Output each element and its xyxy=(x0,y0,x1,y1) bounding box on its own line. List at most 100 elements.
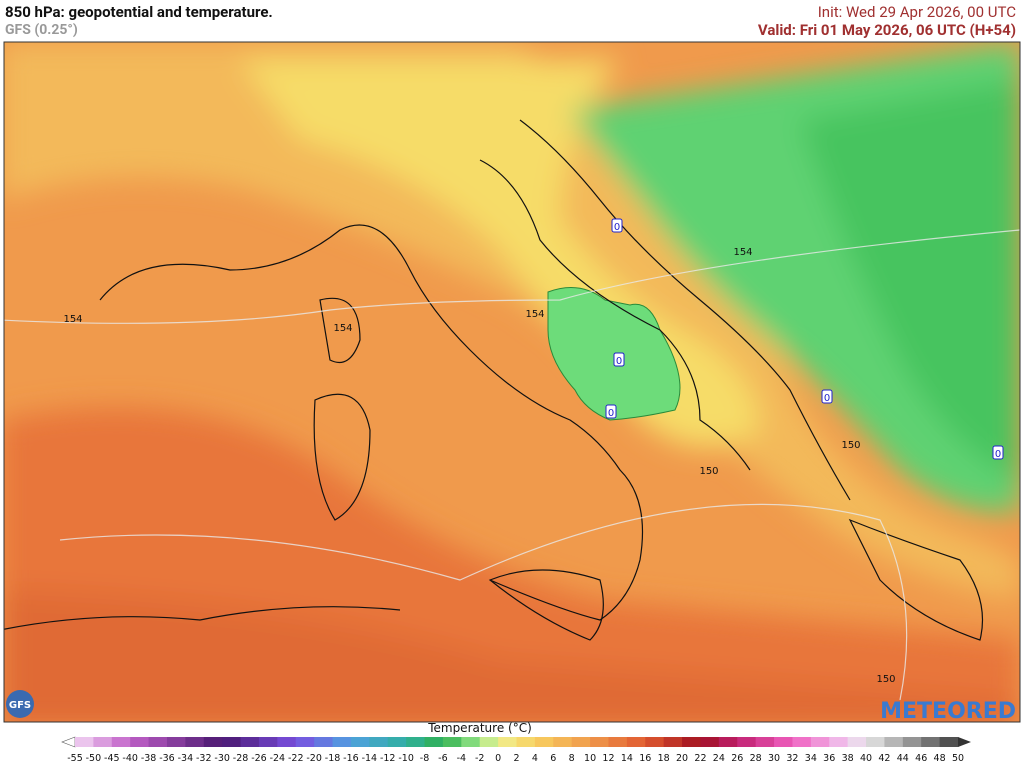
colorbar-cell xyxy=(93,737,113,747)
contour-label: 150 xyxy=(841,440,860,451)
colorbar-cell xyxy=(442,737,462,747)
legend-tick-label: -45 xyxy=(104,753,120,764)
colorbar-cell xyxy=(700,737,720,747)
legend-tick-label: 12 xyxy=(602,753,614,764)
contour-label: 150 xyxy=(876,674,895,685)
colorbar-cell xyxy=(866,737,885,747)
colorbar-cell xyxy=(608,737,628,747)
colorbar-cell xyxy=(148,737,168,747)
contour-label: 154 xyxy=(733,247,752,258)
legend-tick-label: -2 xyxy=(475,753,484,764)
colorbar-cell xyxy=(902,737,922,747)
colorbar-cell xyxy=(921,737,941,747)
legend-tick-label: 14 xyxy=(621,753,633,764)
contour-label: 154 xyxy=(333,323,352,334)
legend-tick-label: 42 xyxy=(878,753,890,764)
contour-label: 0 xyxy=(824,393,830,404)
legend-tick-label: 18 xyxy=(658,753,670,764)
colorbar-cell xyxy=(166,737,186,747)
colorbar-cell xyxy=(387,737,407,747)
colorbar-cell xyxy=(755,737,775,747)
legend-tick-label: -4 xyxy=(457,753,466,764)
legend-tick-label: 0 xyxy=(495,753,501,764)
colorbar-cell xyxy=(203,737,223,747)
legend-title: Temperature (°C) xyxy=(427,721,532,735)
legend-tick-label: -55 xyxy=(67,753,83,764)
colorbar-cell xyxy=(737,737,757,747)
legend-tick-label: 34 xyxy=(805,753,817,764)
colorbar-cell xyxy=(222,737,242,747)
logo-text: GFS xyxy=(9,700,31,711)
colorbar-cell xyxy=(295,737,315,747)
colorbar-cell xyxy=(240,737,260,747)
contour-label: 0 xyxy=(614,222,620,233)
colorbar-cell xyxy=(626,737,646,747)
colorbar-cell xyxy=(111,737,131,747)
contour-label: 0 xyxy=(995,449,1001,460)
colorbar-cell xyxy=(829,737,849,747)
colorbar-cell xyxy=(185,737,205,747)
legend-tick-label: -20 xyxy=(306,753,322,764)
colorbar-cell xyxy=(369,737,389,747)
colorbar-cell xyxy=(553,737,573,747)
legend-tick-label: 28 xyxy=(750,753,762,764)
colorbar-cell xyxy=(774,737,793,747)
legend-tick-label: 40 xyxy=(860,753,872,764)
legend: -55 -50 -45 -40 -38 -36 -34 -32 -30 -28 -26 -24 -22-… xyxy=(61,736,971,764)
legend-tick-label: -16 xyxy=(343,753,359,764)
legend-tick-label: -32 xyxy=(196,753,212,764)
colorbar-cell xyxy=(332,737,352,747)
legend-tick-label: 44 xyxy=(897,753,909,764)
logo: GFS xyxy=(6,690,34,718)
legend-tick-label: 24 xyxy=(713,753,725,764)
colorbar-cell xyxy=(350,737,370,747)
contour-label: 154 xyxy=(525,309,544,320)
colorbar-cell xyxy=(590,737,609,747)
contour-label-box xyxy=(613,352,625,367)
colorbar-cell xyxy=(718,737,738,747)
colorbar-cell xyxy=(516,737,536,747)
map-frame xyxy=(3,41,1021,723)
legend-tick-label: -26 xyxy=(251,753,267,764)
legend-tick-label: -8 xyxy=(420,753,429,764)
legend-tick-label: 26 xyxy=(731,753,743,764)
legend-tick-label: -14 xyxy=(362,753,378,764)
legend-tick-label: -6 xyxy=(438,753,447,764)
colorbar-cell xyxy=(258,737,278,747)
colorbar-cell xyxy=(75,737,94,747)
colorbar-cell xyxy=(847,737,867,747)
legend-tick-label: 50 xyxy=(952,753,964,764)
legend-tick-label: 36 xyxy=(823,753,835,764)
colorbar-cell xyxy=(682,737,701,747)
colorbar-cell xyxy=(792,737,812,747)
contour-label: 154 xyxy=(63,314,82,325)
contour-label: 0 xyxy=(608,408,614,419)
legend-tick-label: 6 xyxy=(550,753,556,764)
legend-tick-label: -12 xyxy=(380,753,396,764)
legend-tick-label: 10 xyxy=(584,753,596,764)
colorbar-cell xyxy=(406,737,426,747)
brand: METEORED xyxy=(880,699,1016,724)
colorbar-cell xyxy=(277,737,297,747)
colorbar-cell xyxy=(663,737,683,747)
valid-time: Valid: Fri 01 May 2026, 06 UTC (H+54) xyxy=(757,21,1016,39)
contour-label-box xyxy=(611,218,623,233)
colorbar-cell xyxy=(479,737,499,747)
colorbar-cell xyxy=(645,737,665,747)
legend-tick-label: 20 xyxy=(676,753,688,764)
contour-label-box xyxy=(605,404,617,419)
legend-tick-label: -24 xyxy=(270,753,286,764)
colorbar-cell xyxy=(534,737,554,747)
init-time: Init: Wed 29 Apr 2026, 00 UTC xyxy=(817,3,1016,21)
legend-tick-label: 4 xyxy=(532,753,538,764)
legend-tick-label: -28 xyxy=(233,753,249,764)
colorbar-cell xyxy=(939,737,959,747)
legend-tick-label: 16 xyxy=(639,753,651,764)
legend-tick-label: -38 xyxy=(141,753,157,764)
legend-tick-label: -18 xyxy=(325,753,341,764)
colorbar-cell xyxy=(314,737,334,747)
map-title: 850 hPa: geopotential and temperature. xyxy=(5,3,273,21)
colorbar-end xyxy=(958,737,971,747)
